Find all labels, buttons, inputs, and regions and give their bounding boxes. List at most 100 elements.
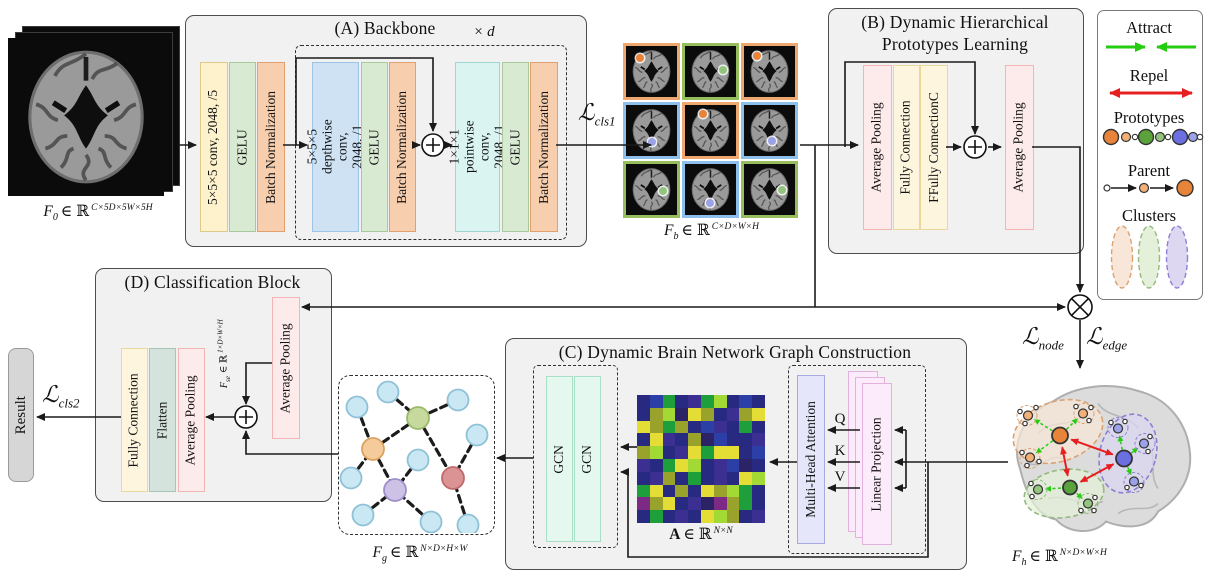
edge-attract bbox=[1035, 440, 1054, 454]
adjacency-label: A ∈ ℝ N×N bbox=[669, 525, 733, 543]
fb-tile bbox=[741, 161, 798, 218]
classify-title: (D) Classification Block bbox=[124, 272, 301, 292]
graph-node bbox=[1124, 484, 1130, 491]
input-mri-stack bbox=[8, 26, 180, 200]
graph-node bbox=[1145, 448, 1151, 455]
graph-node bbox=[1092, 494, 1098, 501]
edge-repel bbox=[1079, 463, 1115, 483]
loss-cls1: ℒcls1 bbox=[578, 100, 616, 129]
layer-gelu: GELU bbox=[361, 62, 388, 232]
fse-label: Fse∈ ℝ1×D×W×H bbox=[216, 319, 232, 389]
fb-tile bbox=[623, 161, 680, 218]
satellite-ring bbox=[1073, 403, 1095, 424]
v-label: V bbox=[834, 469, 846, 485]
prototype-dot bbox=[768, 136, 777, 145]
graph-node bbox=[465, 423, 489, 447]
q-label: Q bbox=[834, 411, 846, 427]
graph-node bbox=[1028, 480, 1034, 487]
edge-attract bbox=[1044, 485, 1062, 492]
fb-tile bbox=[682, 102, 739, 159]
graph-node bbox=[1051, 426, 1069, 445]
fg-graph-box bbox=[338, 375, 495, 535]
prototype-dot bbox=[718, 66, 727, 75]
edge-attract bbox=[1117, 435, 1124, 450]
layer-fully-connection-2: FFully ConnectionC bbox=[920, 65, 948, 230]
fb-tile bbox=[623, 102, 680, 159]
layer-gelu: GELU bbox=[229, 62, 256, 232]
graph-node bbox=[441, 466, 465, 490]
loss-cls2: ℒcls2 bbox=[42, 382, 80, 411]
fb-tile bbox=[741, 102, 798, 159]
graphcon-title: (C) Dynamic Brain Network Graph Construc… bbox=[558, 342, 912, 362]
mri-slice bbox=[685, 105, 736, 156]
loss-edge: ℒedge bbox=[1086, 324, 1128, 353]
graph-node bbox=[1022, 420, 1028, 427]
layer-average-pooling: Average Pooling bbox=[178, 348, 205, 492]
graph-node bbox=[1036, 458, 1042, 465]
graph-node bbox=[351, 503, 375, 527]
layer-multi-head-attention: Multi-Head Attention bbox=[797, 375, 825, 544]
satellite-ring bbox=[1026, 479, 1048, 500]
fb-tile bbox=[682, 43, 739, 100]
fg-label: Fg ∈ ℝ N×D×H×W bbox=[372, 543, 468, 565]
graph-node bbox=[345, 395, 369, 419]
graph-node bbox=[1091, 507, 1097, 514]
layer-pointwise-conv: 1×1×1 pointwise conv, 2048, /1 bbox=[447, 62, 506, 232]
layer-linear-projection: Linear Projection bbox=[862, 383, 892, 545]
fh-brain-network bbox=[1012, 385, 1192, 532]
layer-flatten: Flatten bbox=[149, 348, 176, 492]
legend-repel-label: Repel bbox=[1129, 66, 1169, 85]
mri-slice bbox=[626, 46, 677, 97]
prototype-dot bbox=[699, 110, 708, 119]
k-label: K bbox=[834, 443, 846, 459]
graph-node bbox=[339, 466, 363, 490]
mri-slice bbox=[8, 38, 164, 196]
graph-node bbox=[1115, 449, 1133, 468]
layer-gelu: GELU bbox=[502, 62, 529, 232]
graph-node bbox=[1024, 462, 1030, 469]
satellite-ring bbox=[1134, 433, 1156, 454]
graph-node bbox=[1138, 438, 1150, 449]
graph-node bbox=[1019, 449, 1025, 456]
graph-node bbox=[361, 437, 385, 461]
graph-node bbox=[419, 510, 443, 533]
mri-slice bbox=[626, 164, 677, 215]
mri-slice bbox=[744, 46, 795, 97]
edge-repel bbox=[1070, 438, 1114, 456]
layer-average-pooling-2: Average Pooling bbox=[1005, 65, 1034, 230]
graph-node bbox=[1128, 476, 1140, 487]
edge-dash bbox=[371, 416, 420, 451]
graph-node bbox=[1078, 507, 1084, 514]
mri-slice bbox=[744, 164, 795, 215]
graph-node bbox=[1022, 410, 1034, 421]
graph-node bbox=[456, 513, 480, 533]
graph-node bbox=[1017, 408, 1023, 415]
layer-average-pooling: Average Pooling bbox=[863, 65, 892, 230]
graph-node bbox=[1122, 418, 1128, 425]
graph-node bbox=[1086, 417, 1092, 424]
layer-depthwise-conv: 5×5×5 depthwise conv, 2048, /1 bbox=[305, 62, 364, 232]
product-operator bbox=[1067, 294, 1093, 320]
gcn-block bbox=[533, 365, 618, 548]
graph-node bbox=[446, 388, 470, 412]
result-box: Result bbox=[8, 348, 34, 482]
prototype-dot bbox=[648, 137, 657, 146]
fb-feature-grid bbox=[623, 43, 798, 218]
graph-node bbox=[1032, 484, 1044, 495]
repeat-count-label: × d bbox=[473, 24, 495, 40]
legend-prototypes-label: Prototypes bbox=[1113, 108, 1185, 127]
prototype-dot bbox=[636, 54, 645, 63]
satellite-ring bbox=[1016, 405, 1038, 426]
layer-batchnorm: Batch Normalization bbox=[257, 62, 285, 232]
satellite-ring bbox=[1077, 493, 1099, 514]
graph-node bbox=[1088, 404, 1094, 411]
legend-box bbox=[1097, 10, 1203, 300]
mri-slice bbox=[685, 164, 736, 215]
layer-gcn-2: GCN bbox=[574, 376, 601, 542]
fb-tile bbox=[741, 43, 798, 100]
layer-fully-connection: Fully Connection bbox=[893, 65, 920, 230]
satellite-ring bbox=[1107, 417, 1129, 438]
fb-tile bbox=[623, 43, 680, 100]
graph-node bbox=[1062, 479, 1078, 496]
